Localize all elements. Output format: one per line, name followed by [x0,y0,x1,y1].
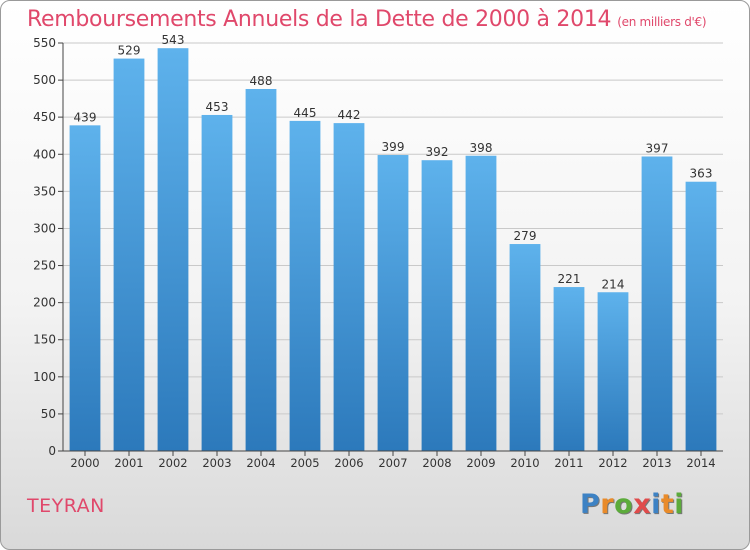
logo-letter: i [651,489,661,520]
x-tick-label: 2002 [158,456,187,470]
x-tick-label: 2011 [554,456,583,470]
y-tick-label: 250 [33,259,56,273]
bar [509,244,541,451]
x-tick-label: 2010 [510,456,539,470]
logo-letter: P [580,489,601,520]
bar [69,125,101,451]
y-tick-label: 200 [33,296,56,310]
bar [333,123,365,451]
bar [553,287,585,451]
bar-value-label: 397 [646,141,669,155]
y-tick-label: 300 [33,221,56,235]
y-tick-label: 350 [33,184,56,198]
bar-value-label: 439 [74,110,97,124]
x-tick-label: 2001 [114,456,143,470]
bar-value-label: 392 [426,145,449,159]
chart-subtitle: (en milliers d'€) [617,15,707,29]
bar-value-label: 398 [470,141,493,155]
bar [685,181,717,451]
bar-value-label: 453 [206,100,229,114]
y-tick-label: 50 [41,407,56,421]
bars [69,48,717,452]
bar-value-label: 279 [514,229,537,243]
y-tick-label: 0 [48,444,56,458]
bar-value-label: 442 [338,108,361,122]
x-tick-label: 2006 [334,456,363,470]
axes [58,42,723,456]
bar-value-label: 529 [118,44,141,58]
bar-value-label: 488 [250,74,273,88]
logo-letter: r [600,489,615,520]
logo-letter: t [660,489,675,520]
logo-letter: x [633,489,652,520]
y-tick-label: 550 [33,36,56,50]
y-tick-label: 100 [33,370,56,384]
y-tick-label: 500 [33,73,56,87]
labels: 0 50 100 150 200 250 300 350 400 450 500 550 439 2000… [33,33,716,470]
bar [289,120,321,452]
x-tick-label: 2014 [686,456,715,470]
logo-letter: i [674,489,685,520]
bar-value-label: 214 [602,277,625,291]
x-tick-label: 2012 [598,456,627,470]
y-tick-label: 400 [33,147,56,161]
y-tick-label: 450 [33,110,56,124]
bar [597,292,629,451]
bar-value-label: 543 [162,33,185,47]
chart-title: Remboursements Annuels de la Dette de 20… [27,7,707,32]
bar-value-label: 445 [294,106,317,120]
x-tick-label: 2000 [70,456,99,470]
bar-value-label: 363 [690,167,713,181]
bar [245,88,277,451]
bar-value-label: 221 [558,272,581,286]
bar [157,48,189,452]
bar [465,155,497,452]
bar [641,156,673,452]
x-tick-label: 2009 [466,456,495,470]
x-tick-label: 2013 [642,456,671,470]
logo-letter: o [614,489,634,520]
x-tick-label: 2005 [290,456,319,470]
bar [113,58,145,451]
bar-value-label: 399 [382,140,405,154]
bar [377,155,409,452]
commune-name: TEYRAN [27,495,105,517]
x-tick-label: 2004 [246,456,275,470]
x-tick-label: 2007 [378,456,407,470]
y-tick-label: 150 [33,333,56,347]
proxiti-logo[interactable]: Proxiti [580,489,684,520]
bar [201,114,233,451]
x-tick-label: 2008 [422,456,451,470]
x-tick-label: 2003 [202,456,231,470]
chart-title-text: Remboursements Annuels de la Dette de 20… [27,7,612,32]
bar [421,160,453,451]
